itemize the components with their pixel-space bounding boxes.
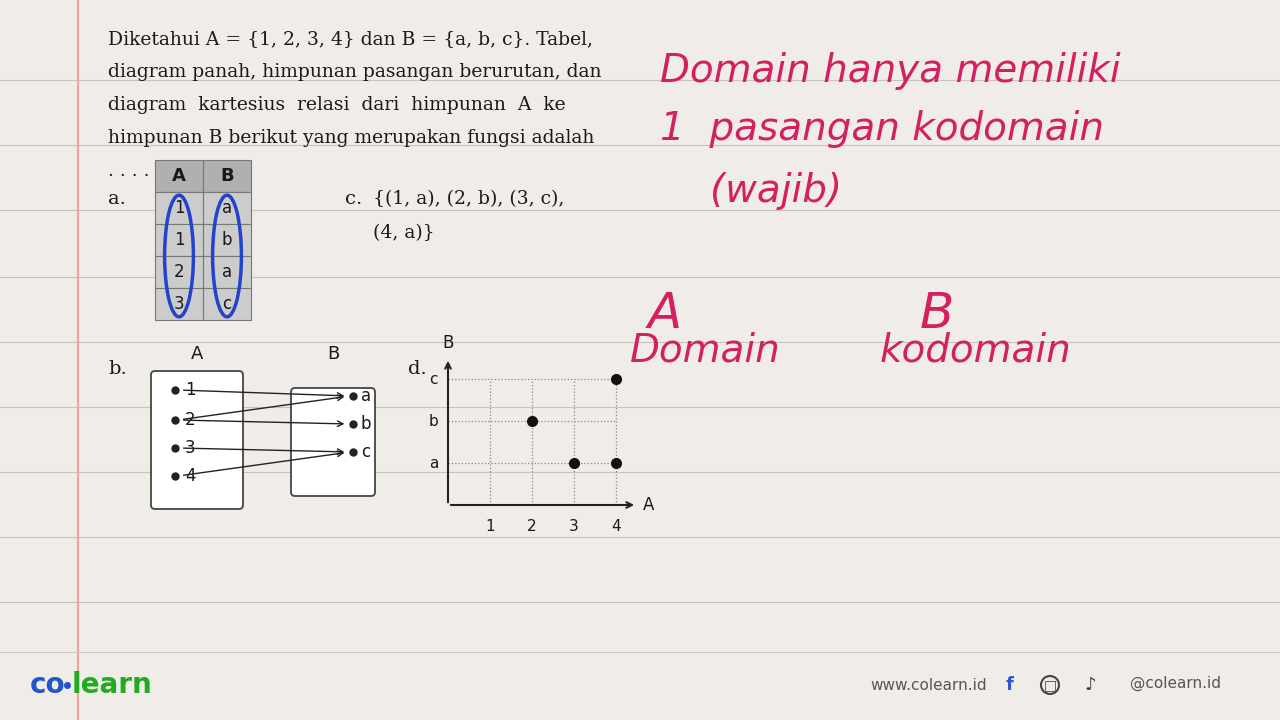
Text: 3: 3 — [174, 295, 184, 313]
Text: learn: learn — [72, 671, 152, 699]
Text: 3: 3 — [570, 519, 579, 534]
Text: b: b — [429, 413, 438, 428]
Text: b: b — [361, 415, 371, 433]
Bar — [155, 256, 204, 288]
Text: d.: d. — [408, 360, 426, 378]
Text: a: a — [221, 263, 232, 281]
Text: f: f — [1006, 676, 1014, 694]
Text: . . . .: . . . . — [108, 162, 150, 180]
Text: A: A — [172, 167, 186, 185]
Text: c.: c. — [346, 190, 362, 208]
Text: c: c — [361, 443, 370, 461]
Text: @colearn.id: @colearn.id — [1130, 675, 1221, 690]
Text: 1: 1 — [485, 519, 495, 534]
Text: kodomain: kodomain — [881, 332, 1071, 370]
Text: B: B — [443, 334, 453, 352]
Text: diagram panah, himpunan pasangan berurutan, dan: diagram panah, himpunan pasangan berurut… — [108, 63, 602, 81]
Text: 1: 1 — [186, 381, 196, 399]
Text: c: c — [223, 295, 232, 313]
Text: a: a — [361, 387, 371, 405]
Text: B: B — [220, 167, 234, 185]
Text: A: A — [648, 290, 682, 338]
Text: 2: 2 — [174, 263, 184, 281]
Bar — [204, 256, 251, 288]
Text: a: a — [221, 199, 232, 217]
Text: 4: 4 — [186, 467, 196, 485]
Bar — [204, 160, 251, 192]
Text: co: co — [29, 671, 65, 699]
Text: a.: a. — [108, 190, 125, 208]
Bar — [155, 288, 204, 320]
Bar — [204, 192, 251, 224]
Text: B: B — [326, 345, 339, 363]
Text: Domain: Domain — [630, 332, 781, 370]
Bar — [155, 192, 204, 224]
FancyBboxPatch shape — [291, 388, 375, 496]
Text: B: B — [920, 290, 955, 338]
Text: A: A — [191, 345, 204, 363]
Text: Domain hanya memiliki: Domain hanya memiliki — [660, 52, 1120, 90]
Bar — [155, 224, 204, 256]
Text: 1  pasangan kodomain: 1 pasangan kodomain — [660, 110, 1103, 148]
Text: 1: 1 — [174, 199, 184, 217]
Text: diagram  kartesius  relasi  dari  himpunan  A  ke: diagram kartesius relasi dari himpunan A… — [108, 96, 566, 114]
Text: □: □ — [1043, 678, 1056, 692]
Text: b.: b. — [108, 360, 127, 378]
Text: 1: 1 — [174, 231, 184, 249]
Text: 4: 4 — [611, 519, 621, 534]
Text: A: A — [643, 496, 654, 514]
Text: {(1, a), (2, b), (3, c),: {(1, a), (2, b), (3, c), — [372, 190, 564, 208]
Text: (4, a)}: (4, a)} — [372, 224, 435, 242]
FancyBboxPatch shape — [151, 371, 243, 509]
Text: 2: 2 — [527, 519, 536, 534]
Bar — [155, 160, 204, 192]
Bar — [204, 224, 251, 256]
Text: ♪: ♪ — [1084, 676, 1096, 694]
Bar — [204, 288, 251, 320]
Text: Diketahui A = {1, 2, 3, 4} dan B = {a, b, c}. Tabel,: Diketahui A = {1, 2, 3, 4} dan B = {a, b… — [108, 30, 593, 48]
Text: (wajib): (wajib) — [710, 172, 842, 210]
Text: himpunan B berikut yang merupakan fungsi adalah: himpunan B berikut yang merupakan fungsi… — [108, 129, 594, 147]
Text: b: b — [221, 231, 232, 249]
Text: a: a — [429, 456, 438, 470]
Text: c: c — [430, 372, 438, 387]
Text: 2: 2 — [186, 411, 196, 429]
Text: 3: 3 — [186, 439, 196, 457]
Text: www.colearn.id: www.colearn.id — [870, 678, 987, 693]
